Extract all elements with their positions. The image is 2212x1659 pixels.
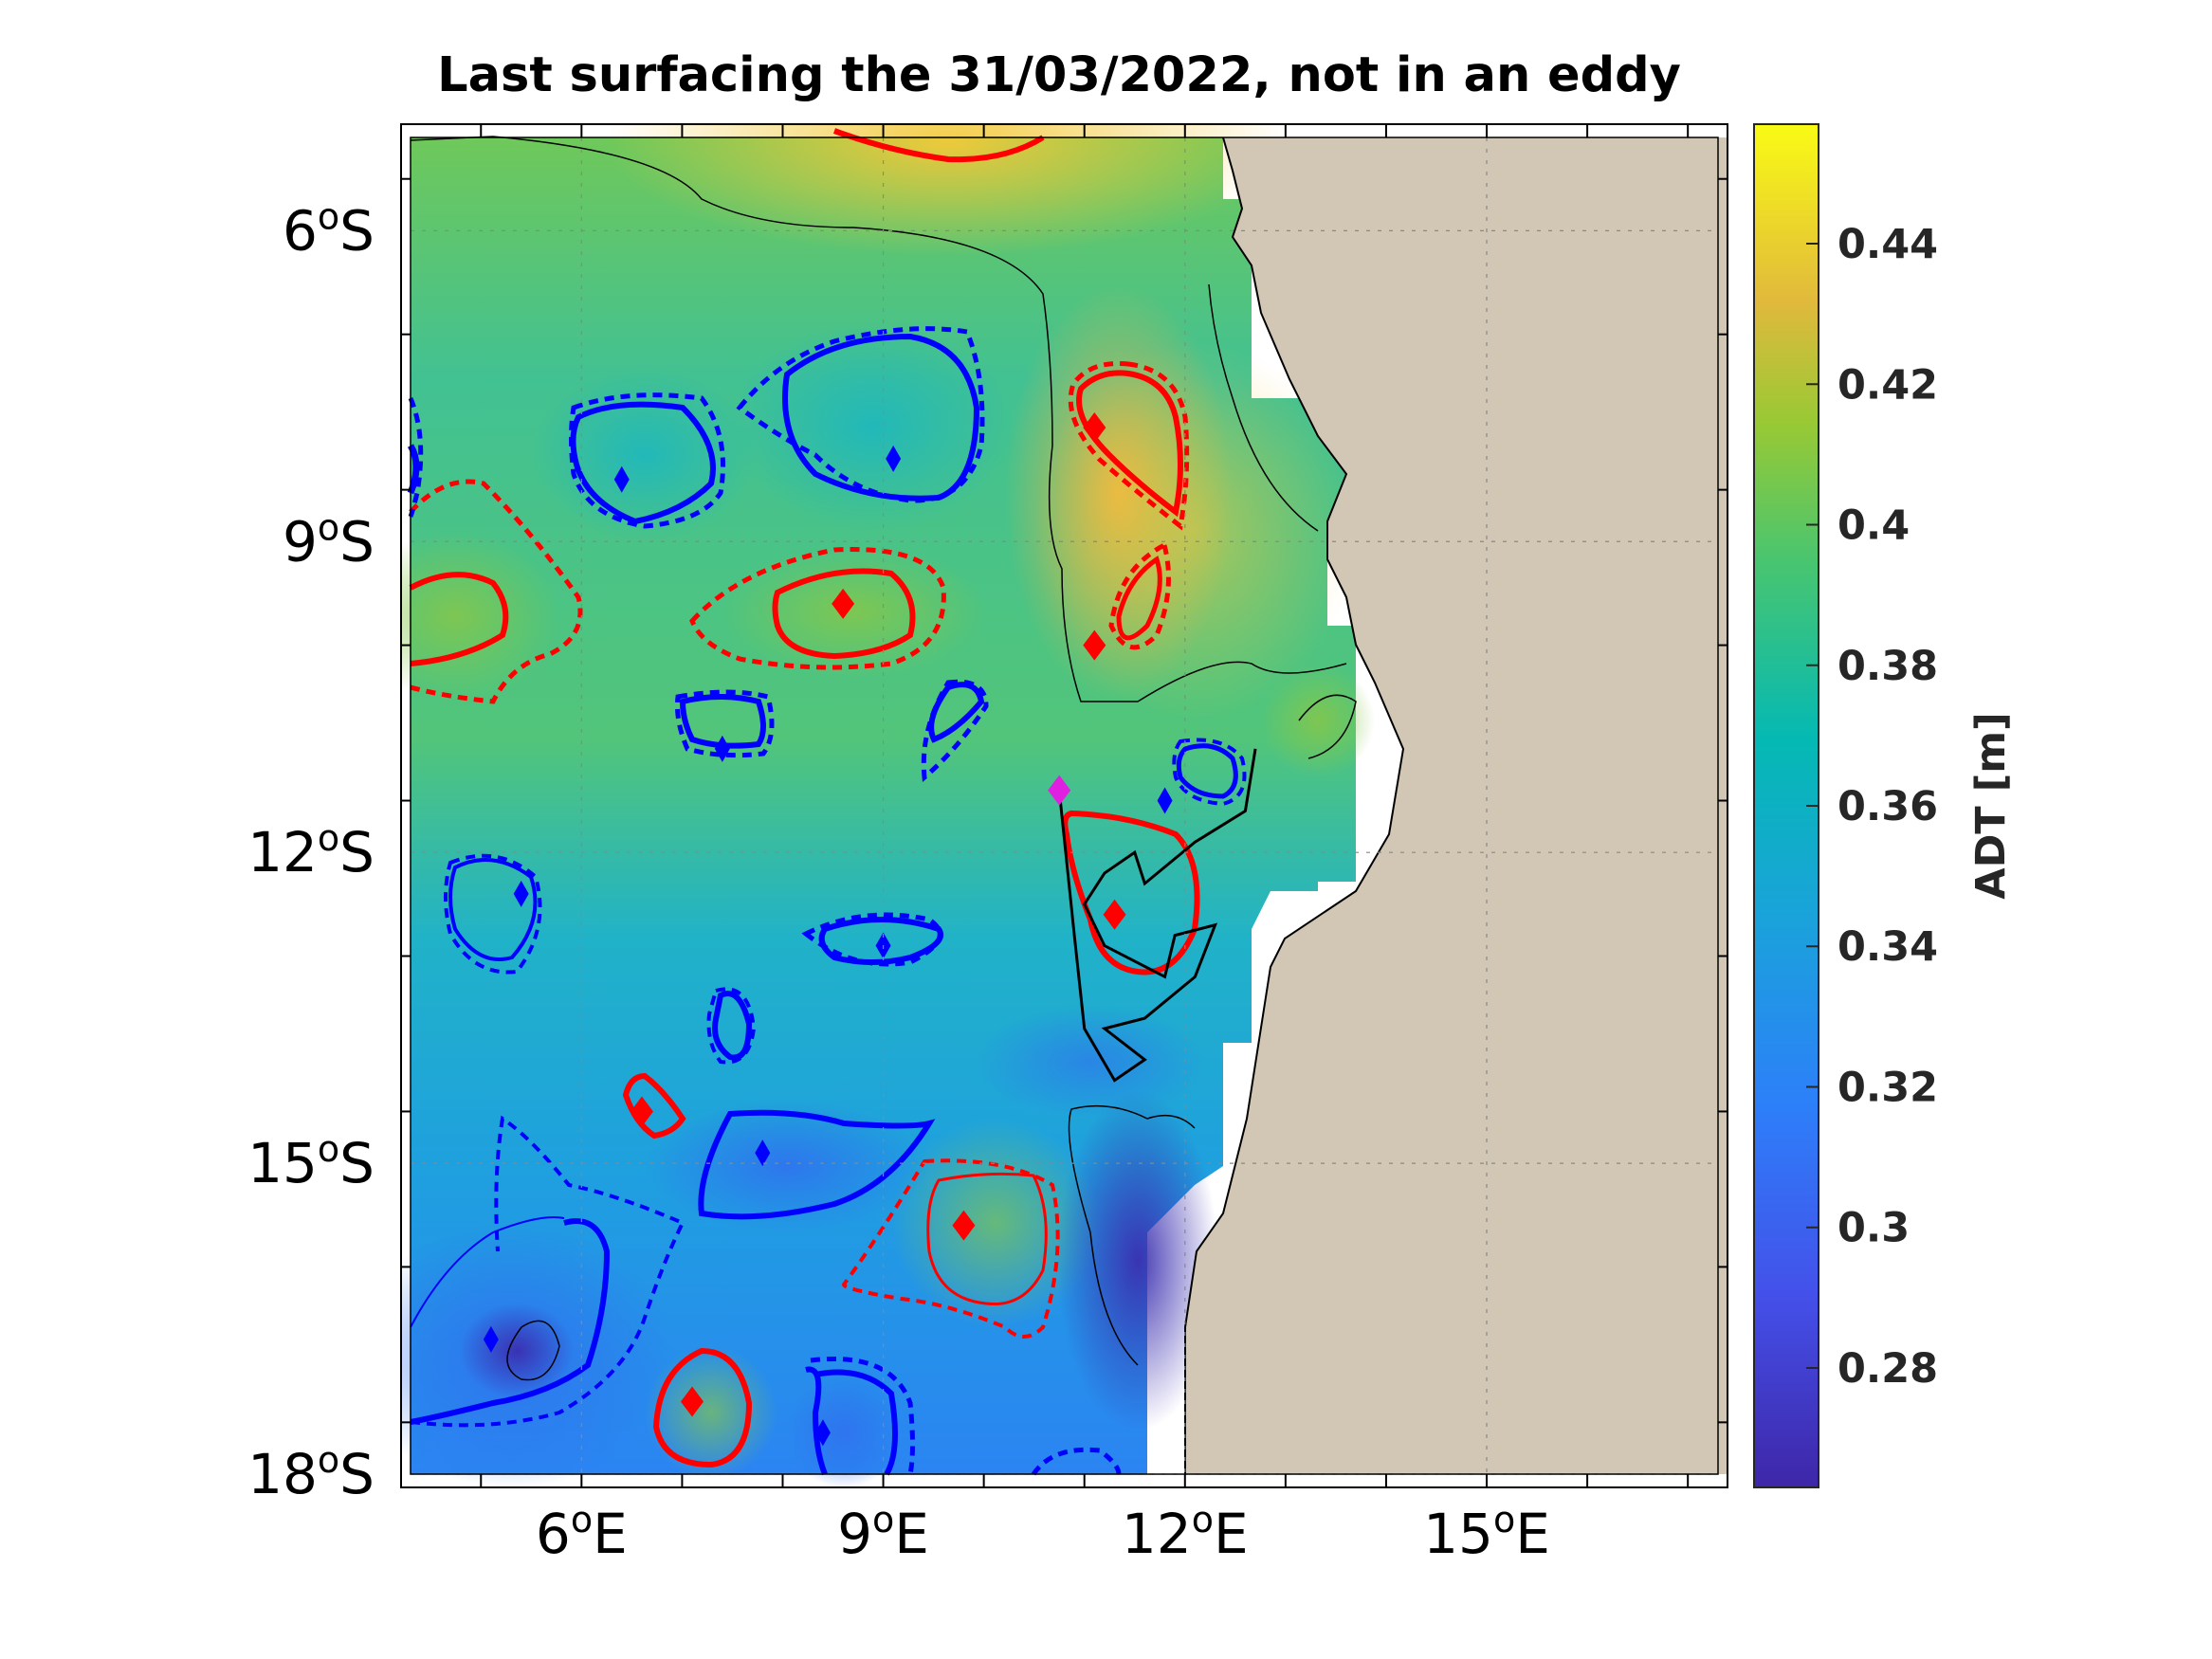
- colorbar-tick-label: 0.4: [1837, 502, 1910, 550]
- anticyclonic-eddy-center: [1103, 899, 1126, 930]
- frame-ticks: [401, 124, 1728, 1487]
- eddy-centers: [483, 412, 1173, 1447]
- colorbar-label: ADT [m]: [1967, 712, 2015, 899]
- ac-eddy-contour: [652, 1347, 753, 1468]
- colorbar-tick-label: 0.36: [1837, 783, 1938, 830]
- cy-eddy-contour: [805, 1366, 828, 1476]
- cy-eddy-speed-contour: [569, 392, 725, 529]
- anticyclonic-eddies: [409, 128, 1200, 1468]
- ac-eddy-speed-contour: [841, 1158, 1060, 1339]
- y-axis-labels: 6oS 9oS 12oS 15oS 18oS: [247, 195, 375, 1506]
- anticyclonic-eddy-center: [832, 588, 855, 619]
- map-panel: [400, 123, 1728, 1488]
- cy-eddy-contour: [712, 991, 753, 1061]
- figure-title: Last surfacing the 31/03/2022, not in an…: [437, 47, 1681, 103]
- map-frame-inner: [410, 137, 1719, 1475]
- colorbar-ticks: 0.44 0.42 0.4 0.38 0.36 0.34 0.32 0.3 0.28: [1806, 221, 1938, 1393]
- ac-eddy-contour: [622, 1072, 686, 1139]
- y-tick-label: 15oS: [247, 1128, 375, 1195]
- adt-contours: [410, 136, 1357, 1381]
- anticyclonic-eddy-center: [630, 1096, 653, 1127]
- cyclonic-eddy-center: [483, 1325, 499, 1353]
- cy-eddy-speed-contour: [675, 689, 775, 758]
- cyclonic-eddy-center: [755, 1139, 771, 1167]
- cy-eddy-contour: [814, 1369, 898, 1476]
- anticyclonic-eddy-center: [952, 1210, 976, 1241]
- cyclonic-eddy-center: [513, 880, 529, 907]
- cy-eddy-speed-contour: [810, 1356, 915, 1475]
- cy-eddy-speed-contour: [410, 1115, 686, 1428]
- adt-field: [401, 124, 1728, 1487]
- cy-eddy-contour: [679, 694, 766, 749]
- cy-eddy-speed-contour: [706, 987, 757, 1065]
- cy-eddy-speed-contour: [1031, 1447, 1122, 1476]
- x-axis-labels: 6oE 9oE 12oE 15oE: [536, 1499, 1550, 1566]
- ac-eddy-contour: [832, 128, 1045, 163]
- ac-eddy-contour: [1076, 370, 1183, 518]
- cyclonic-eddy-center: [714, 735, 730, 762]
- land: [1185, 137, 1728, 1474]
- x-tick-label: 12oE: [1122, 1499, 1249, 1566]
- ac-eddy-contour: [1062, 810, 1200, 975]
- x-tick-label: 6oE: [536, 1499, 628, 1566]
- last-surfacing-marker: [1048, 775, 1071, 806]
- cy-eddy-speed-contour: [408, 397, 424, 518]
- ac-eddy-contour: [772, 568, 916, 660]
- cy-eddy-contour: [1176, 743, 1238, 799]
- ac-eddy-contour: [409, 572, 509, 666]
- cy-eddy-contour: [818, 917, 943, 965]
- ac-eddy-contour: [1116, 556, 1162, 641]
- y-tick-label: 6oS: [283, 195, 375, 263]
- map-frame-outer: [400, 123, 1728, 1488]
- colorbar-tick-label: 0.3: [1837, 1205, 1910, 1252]
- anticyclonic-eddy-center: [1083, 629, 1106, 661]
- colorbar-tick-label: 0.44: [1837, 221, 1938, 268]
- ac-eddy-speed-contour: [689, 547, 946, 670]
- anticyclonic-eddy-center: [681, 1386, 704, 1417]
- colorbar: 0.44 0.42 0.4 0.38 0.36 0.34 0.32 0.3 0.28 ADT […: [1753, 123, 2015, 1488]
- cy-eddy-contour: [410, 1216, 565, 1328]
- colorbar-tick-label: 0.34: [1837, 923, 1938, 971]
- coastline: [1184, 137, 1405, 1474]
- cy-eddy-contour: [448, 858, 538, 961]
- cy-eddy-contour: [782, 333, 980, 501]
- cyclonic-eddy-center: [613, 465, 630, 493]
- cy-eddy-contour: [570, 401, 716, 525]
- cyclonic-eddy-center: [1157, 787, 1173, 814]
- colorbar-tick-label: 0.32: [1837, 1064, 1938, 1111]
- cy-eddy-speed-contour: [801, 912, 942, 967]
- x-tick-label: 15oE: [1423, 1499, 1550, 1566]
- y-tick-label: 9oS: [283, 506, 375, 574]
- y-tick-label: 12oS: [247, 817, 375, 884]
- colorbar-tick-label: 0.42: [1837, 361, 1938, 409]
- cy-eddy-contour: [928, 682, 985, 743]
- cy-eddy-contour: [698, 1109, 936, 1220]
- float-trajectory: [1057, 748, 1257, 1083]
- cy-eddy-speed-contour: [921, 679, 989, 783]
- cy-eddy-contour: [407, 444, 420, 495]
- colorbar-tick-label: 0.28: [1837, 1345, 1938, 1393]
- ac-eddy-contour: [926, 1172, 1048, 1306]
- cyclonic-eddy-center: [814, 1419, 831, 1447]
- anticyclonic-eddy-center: [1083, 412, 1106, 444]
- colorbar-tick-label: 0.38: [1837, 643, 1938, 690]
- cy-eddy-contour: [410, 1218, 611, 1425]
- cyclonic-eddy-center: [886, 445, 902, 472]
- x-tick-label: 9oE: [837, 1499, 929, 1566]
- cy-eddy-speed-contour: [736, 326, 985, 503]
- cyclonic-eddies: [407, 326, 1247, 1476]
- y-tick-label: 18oS: [247, 1439, 375, 1506]
